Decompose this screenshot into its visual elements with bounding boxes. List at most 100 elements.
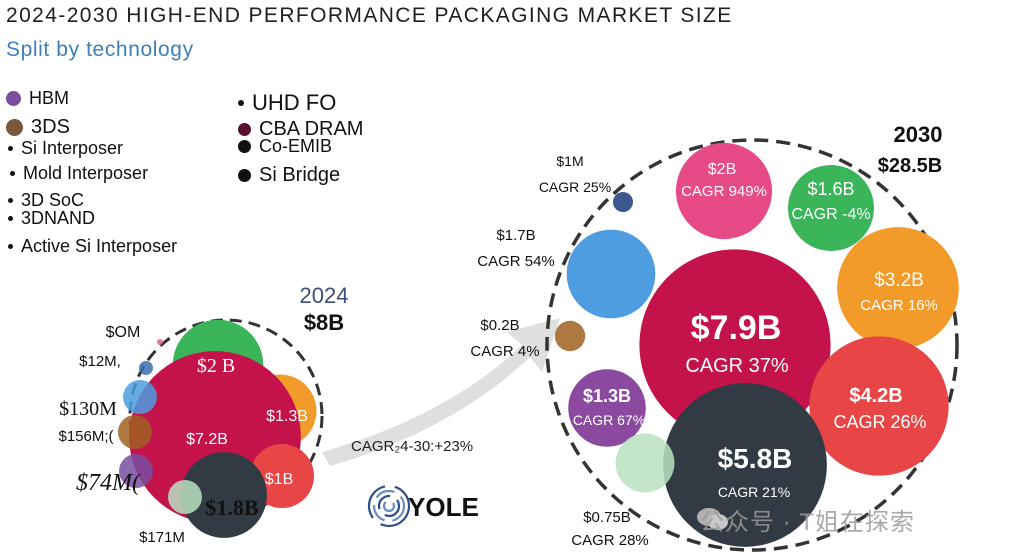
legend-label: Co-EMIB <box>259 136 333 156</box>
bubble-label-2030: $2B <box>708 161 736 178</box>
legend-swatch <box>238 123 251 136</box>
bubble-cagr-2030: CAGR 67% <box>573 412 645 428</box>
legend-swatch <box>6 119 23 136</box>
legend-item: Co-EMIB <box>238 136 332 157</box>
bubble-2030 <box>554 320 586 352</box>
logo-ring <box>367 484 411 528</box>
bubble-2024 <box>118 415 152 449</box>
wechat-icon <box>697 508 728 530</box>
bubble-label-2030: $1M <box>556 153 583 169</box>
bubble-label-2030: $1.6B <box>807 179 854 199</box>
bubble-label-2030: $1.3B <box>583 386 631 406</box>
bubble-cagr-2030: CAGR 54% <box>477 253 555 270</box>
total-label-2024: $8B <box>304 310 344 335</box>
bubble-cagr-2030: CAGR 26% <box>833 412 926 432</box>
growth-arrow <box>322 318 560 466</box>
legend-item: 3D SoC <box>8 190 84 211</box>
legend-label: Active Si Interposer <box>21 236 178 256</box>
bubble-label-2024: $12M, <box>79 353 121 370</box>
legend-item: Si Bridge <box>238 164 340 187</box>
bubble-label-2024: $7.2B <box>186 431 228 448</box>
bubble-2030 <box>837 227 959 349</box>
bubble-label-2030: $7.9B <box>691 309 782 347</box>
legend-item: 3DS <box>6 116 70 139</box>
legend-swatch <box>238 100 244 106</box>
logo-text: YOLE <box>408 492 479 522</box>
bubble-cagr-2030: CAGR 4% <box>470 343 539 360</box>
bubble-label-2024: $156M;( <box>58 428 113 445</box>
legend-label: Si Bridge <box>259 164 341 186</box>
logo-ring <box>372 489 406 523</box>
bubble-2030 <box>566 229 656 319</box>
bubble-label-2024: $OM <box>106 324 141 341</box>
legend-label: 3DNAND <box>21 208 96 228</box>
bubble-cagr-2030: CAGR -4% <box>791 206 870 223</box>
bubble-cagr-2030: CAGR 16% <box>860 297 938 314</box>
bubble-2030 <box>663 383 827 547</box>
bubble-label-2024: $2 B <box>197 355 235 377</box>
yole-logo <box>367 484 411 528</box>
bubble-cagr-2030: CAGR 37% <box>685 355 789 377</box>
bubble-label-2024: $74M( <box>76 470 142 496</box>
legend-item: Mold Interposer <box>10 163 148 184</box>
legend-label: 3DS <box>31 116 70 138</box>
bubble-label-2024: $1.8B <box>205 495 259 520</box>
bubble-2024 <box>119 454 153 488</box>
bubble-2030 <box>568 369 646 447</box>
bubble-label-2024: $171M <box>139 529 185 546</box>
bubble-2030 <box>613 192 633 212</box>
legend-item: UHD FO <box>238 90 336 116</box>
legend-swatch <box>8 244 13 249</box>
bubble-2024 <box>168 480 202 514</box>
logo-ring <box>382 499 396 513</box>
total-label-2030: $28.5B <box>878 155 943 177</box>
legend-item: Si Interposer <box>8 138 123 159</box>
bubble-label-2030: $0.2B <box>480 317 519 334</box>
bubble-cagr-2030: CAGR 21% <box>718 484 790 500</box>
legend-swatch <box>6 91 21 106</box>
outline-2024 <box>128 318 324 514</box>
legend-label: CBA DRAM <box>259 118 364 140</box>
chart-title: 2024-2030 HIGH-END PERFORMANCE PACKAGING… <box>6 4 733 27</box>
outline-2030 <box>545 138 959 552</box>
legend-swatch <box>8 146 13 151</box>
bubble-2030 <box>615 433 675 493</box>
legend-item: CBA DRAM <box>238 118 363 141</box>
legend-swatch <box>238 140 251 153</box>
bubble-2024 <box>181 452 267 538</box>
legend-label: HBM <box>29 88 69 108</box>
legend-item: 3DNAND <box>8 208 95 229</box>
legend-item: HBM <box>6 88 69 109</box>
bubble-2024 <box>139 361 153 375</box>
bubble-label-2030: $1.7B <box>496 227 535 244</box>
bubble-2030 <box>675 142 773 240</box>
legend-swatch <box>238 169 251 182</box>
legend-item: Active Si Interposer <box>8 236 177 257</box>
legend-label: 3D SoC <box>21 190 85 210</box>
legend-label: Mold Interposer <box>23 163 149 183</box>
watermark: 公众号 · T姐在探索 <box>700 509 915 536</box>
bubble-label-2030: $5.8B <box>718 443 793 474</box>
bubble-2030 <box>809 336 949 476</box>
bubble-2024 <box>157 339 163 345</box>
arrow-label: CAGR₂4-30:+23% <box>351 438 473 455</box>
year-label-2024: 2024 <box>300 283 349 308</box>
year-label-2030: 2030 <box>894 122 943 147</box>
legend-swatch <box>8 198 13 203</box>
legend-label: Si Interposer <box>21 138 124 158</box>
bubble-cagr-2030: CAGR 949% <box>681 183 767 200</box>
legend-label: UHD FO <box>252 90 337 115</box>
bubble-label-2030: $0.75B <box>583 509 631 526</box>
logo-ring <box>377 494 401 518</box>
legend-swatch <box>10 171 15 176</box>
legend-swatch <box>8 216 13 221</box>
bubble-2024 <box>123 380 157 414</box>
bubble-label-2024: $130M <box>59 398 117 420</box>
bubble-label-2030: $4.2B <box>849 385 902 407</box>
bubble-label-2024: $1.3B <box>266 408 308 425</box>
bubble-label-2024: $1B <box>265 471 293 488</box>
chart-subtitle: Split by technology <box>6 38 194 61</box>
bubble-cagr-2030: CAGR 25% <box>539 179 611 195</box>
bubble-cagr-2030: CAGR 28% <box>571 532 649 549</box>
